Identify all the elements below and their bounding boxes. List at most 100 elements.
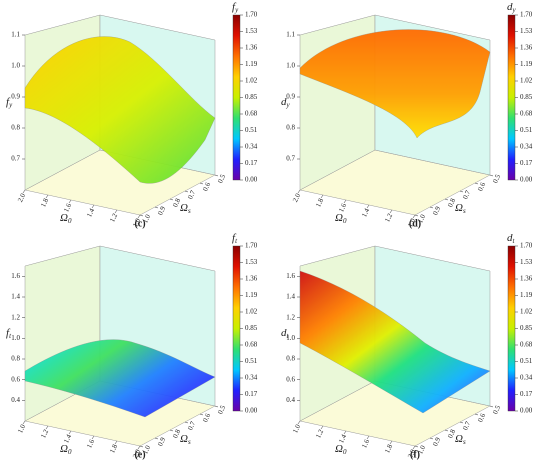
panel-label: (f)	[410, 449, 420, 460]
x-axis-label-symbol: Ω	[335, 212, 343, 224]
y-axis-label-sub: s	[463, 438, 466, 446]
x-tick	[114, 209, 118, 214]
x-axis-label: Ω0	[60, 212, 72, 225]
colorbar-label-symbol: f	[232, 1, 237, 13]
z-tick-label: 0.8	[286, 124, 295, 132]
colorbar-tick-label: 0.34	[245, 374, 258, 382]
z-tick-label: 0.8	[11, 124, 20, 132]
y-tick-label: 0.6	[201, 412, 212, 424]
colorbar-tick-label: 1.36	[520, 275, 533, 283]
y-tick-label: 0.6	[476, 412, 487, 424]
panel-label: (c)	[134, 218, 145, 229]
y-tick	[459, 190, 464, 193]
z-tick-label: 1.2	[286, 313, 295, 321]
colorbar-label-sub: t	[513, 237, 516, 245]
y-tick	[169, 198, 174, 201]
x-tick-label: 1.8	[314, 197, 325, 209]
x-tick	[68, 430, 72, 435]
y-axis-label-symbol: Ω	[180, 433, 188, 445]
x-tick	[343, 430, 347, 435]
x-tick	[137, 445, 141, 450]
x-tick-label: 1.8	[108, 443, 119, 455]
colorbar-tick-label: 1.02	[245, 308, 258, 316]
y-tick-label: 0.5	[216, 404, 227, 416]
x-axis-label-sub: 0	[343, 217, 347, 225]
x-tick-label: 1.2	[108, 212, 119, 224]
x-tick-label: 1.0	[131, 217, 142, 229]
z-tick-label: 1.6	[286, 272, 295, 280]
colorbar-tick-label: 0.68	[245, 341, 258, 349]
y-axis-label-sub: s	[188, 207, 191, 215]
colorbar-tick-label: 1.70	[245, 242, 258, 250]
x-axis-label-symbol: Ω	[60, 443, 68, 455]
colorbar-tick-label: 1.36	[245, 44, 258, 52]
y-tick	[459, 421, 464, 424]
z-tick-label: 1.1	[11, 31, 20, 39]
z-tick-label: 1.4	[11, 293, 20, 301]
y-axis-label-symbol: Ω	[455, 433, 463, 445]
x-tick-label: 2.0	[406, 448, 417, 460]
x-tick-label: 2.0	[291, 192, 302, 204]
z-tick-label: 1.0	[11, 334, 20, 342]
x-tick	[412, 214, 416, 219]
y-tick-label: 1.0	[416, 444, 427, 456]
colorbar-tick-label: 1.36	[245, 275, 258, 283]
y-tick	[474, 182, 479, 185]
colorbar-tick-label: 1.70	[520, 11, 533, 19]
y-tick-label: 0.8	[171, 197, 182, 209]
colorbar-tick-label: 0.17	[520, 159, 533, 167]
z-tick-label: 1.0	[286, 62, 295, 70]
z-tick-label: 0.4	[11, 396, 20, 404]
colorbar-label-symbol: d	[507, 232, 513, 244]
y-tick-label: 0.7	[461, 189, 472, 201]
colorbar-tick-label: 0.00	[245, 176, 258, 184]
x-axis-label-symbol: Ω	[60, 212, 68, 224]
colorbar-tick-label: 1.53	[245, 258, 258, 266]
x-tick	[320, 194, 324, 199]
y-tick	[429, 206, 434, 209]
y-tick	[199, 413, 204, 416]
colorbar-tick-label: 0.85	[520, 93, 533, 101]
colorbar-tick-label: 0.51	[520, 126, 533, 134]
colorbar-tick-label: 0.34	[520, 374, 533, 382]
colorbar-label-sub: t	[235, 237, 238, 245]
x-tick-label: 1.4	[62, 433, 73, 445]
z-axis-label-symbol: d	[281, 96, 287, 108]
colorbar-tick-label: 1.19	[245, 291, 258, 299]
colorbar	[507, 245, 516, 412]
y-tick	[214, 405, 219, 408]
colorbar-tick-label: 1.19	[520, 60, 533, 68]
x-axis-label: Ω0	[335, 443, 347, 456]
x-axis-label-sub: 0	[68, 217, 72, 225]
x-tick-label: 1.0	[291, 423, 302, 435]
z-tick-label: 0.7	[286, 155, 295, 163]
colorbar-tick-label: 0.00	[520, 176, 533, 184]
colorbar-tick-label: 0.68	[520, 110, 533, 118]
y-axis-label: Ωs	[455, 433, 466, 446]
x-tick	[297, 189, 301, 194]
panel: 0.40.60.81.01.21.41.61.0 1.2 1.4 1.6 1.8 2.0 1…	[281, 232, 533, 461]
x-tick	[343, 199, 347, 204]
y-tick	[444, 198, 449, 201]
x-tick-label: 1.0	[16, 423, 27, 435]
z-axis-label: dt	[281, 327, 290, 340]
y-tick-label: 1.0	[141, 213, 152, 225]
y-tick	[474, 413, 479, 416]
z-tick-label: 1.2	[11, 313, 20, 321]
z-tick-label: 0.8	[286, 355, 295, 363]
y-axis-label-sub: s	[188, 438, 191, 446]
x-axis-label-symbol: Ω	[335, 443, 343, 455]
colorbar-tick-label: 1.53	[520, 27, 533, 35]
colorbar	[232, 245, 241, 412]
x-tick-label: 2.0	[131, 448, 142, 460]
colorbar-tick-label: 0.00	[245, 407, 258, 415]
colorbar-tick-label: 0.17	[245, 159, 258, 167]
y-tick-label: 0.9	[431, 205, 442, 217]
y-tick-label: 0.5	[491, 404, 502, 416]
y-tick	[184, 421, 189, 424]
y-tick-label: 0.8	[446, 428, 457, 440]
x-tick-label: 1.6	[62, 202, 73, 214]
colorbar-tick-label: 0.68	[245, 110, 258, 118]
y-tick	[489, 174, 494, 177]
